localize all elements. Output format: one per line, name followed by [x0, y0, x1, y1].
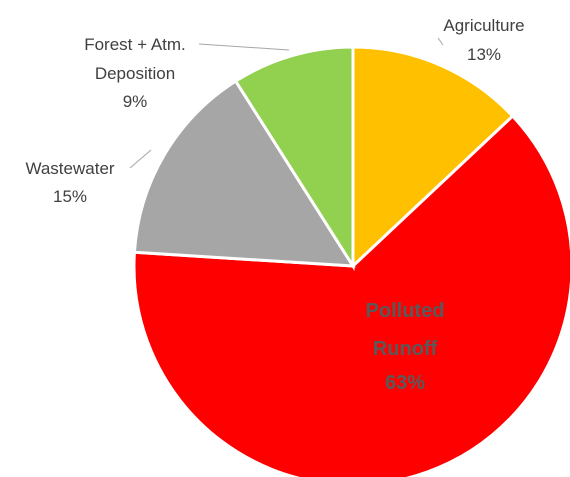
leader-line-wastewater: [129, 149, 152, 169]
data-label-value-wastewater: 15%: [53, 187, 87, 206]
data-label-name-forest-atm-deposition: Deposition: [95, 64, 175, 83]
data-label-name-agriculture: Agriculture: [443, 16, 524, 35]
data-label-value-polluted-runoff: 63%: [385, 372, 425, 394]
pie-slice-polluted-runoff: [132, 113, 570, 477]
pie-slice-forest-atm-deposition: [233, 45, 355, 272]
pie-slices: [132, 45, 570, 477]
data-label-name-forest-atm-deposition: Forest + Atm.: [84, 35, 186, 54]
pie-slice-wastewater: [132, 79, 356, 268]
data-label-value-forest-atm-deposition: 9%: [123, 92, 148, 111]
leader-line-agriculture: [437, 37, 444, 46]
data-label-name-wastewater: Wastewater: [25, 159, 114, 178]
data-label-value-agriculture: 13%: [467, 45, 501, 64]
pie-slice-agriculture: [351, 45, 515, 270]
data-label-name-polluted-runoff: Runoff: [373, 338, 438, 360]
leader-line-forest-atm-deposition: [198, 43, 290, 51]
leader-lines: [129, 37, 444, 169]
data-label-name-polluted-runoff: Polluted: [366, 300, 445, 322]
data-labels: Agriculture 13% Polluted Runoff 63% Wastewate…: [25, 16, 524, 394]
